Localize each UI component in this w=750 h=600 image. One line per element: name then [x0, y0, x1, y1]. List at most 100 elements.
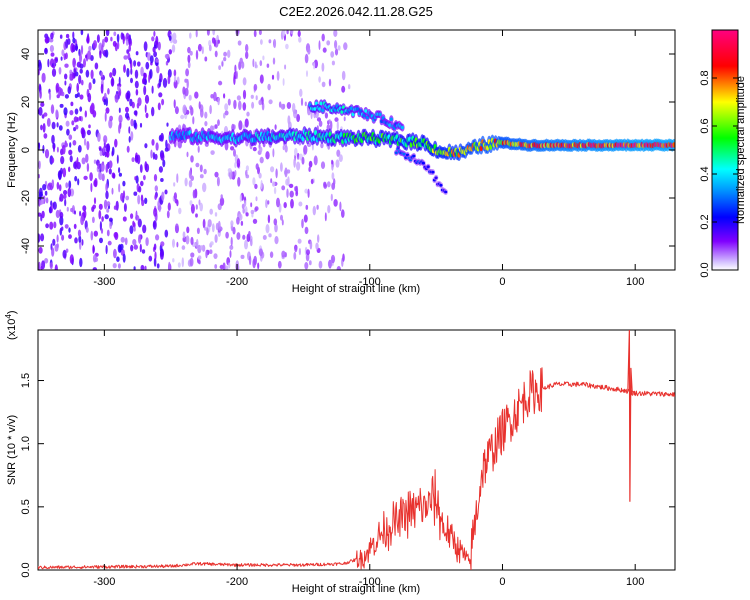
spectrogram-noise-speck [250, 209, 255, 215]
spectrogram-noise-speck [254, 183, 258, 190]
snr-series-line [38, 367, 675, 570]
spectrogram-noise-speck [195, 213, 198, 218]
spectrogram-noise-speck [242, 234, 246, 240]
spectrogram-noise-speck [238, 100, 242, 111]
spectrogram-noise-speck [108, 160, 113, 169]
spectrogram-noise-speck [209, 104, 212, 115]
spectrogram-noise-speck [79, 106, 83, 112]
spectrogram-noise-speck [218, 65, 222, 70]
spectrogram-noise-speck [316, 117, 322, 122]
spectrogram-noise-speck [180, 114, 185, 120]
spectrogram-upper-trace-point [378, 112, 382, 117]
spectrogram-noise-speck [66, 206, 69, 212]
spectrogram-noise-speck [109, 221, 112, 230]
spectrogram-noise-speck [176, 199, 179, 207]
spectrogram-noise-speck [44, 149, 50, 159]
spectrogram-noise-speck [113, 31, 117, 37]
spectrogram-noise-speck [273, 187, 277, 195]
spectrogram-noise-speck [152, 152, 156, 160]
spectrogram-upper-trace-point [389, 117, 393, 122]
spectrogram-noise-speck [316, 204, 319, 210]
spectrogram-noise-speck [81, 239, 84, 246]
spectrogram-noise-speck [255, 196, 258, 202]
spectrogram-upper-trace-point [364, 109, 368, 113]
spectrogram-noise-speck [228, 262, 231, 269]
spectrogram-noise-speck [143, 41, 148, 52]
spectrogram-noise-speck [77, 178, 80, 186]
colorbar-ticks: 0.0 0.2 0.4 0.6 0.8 [699, 70, 738, 278]
spectrogram-noise-speck [289, 190, 294, 198]
spectrogram-noise-speck [80, 30, 84, 36]
y-tick-label: 20 [20, 96, 32, 108]
spectrogram-noise-speck [252, 58, 255, 68]
spectrogram-noise-speck [192, 189, 196, 199]
spectrogram-noise-speck [186, 226, 190, 234]
spectrogram-noise-speck [45, 197, 49, 204]
spectrogram-noise-speck [251, 101, 255, 109]
spectrogram-noise-speck [181, 245, 186, 250]
spectrogram-noise-speck [148, 255, 153, 262]
spectrogram-lower-trace-point [431, 170, 435, 174]
snr-spike [627, 330, 633, 502]
spectrogram-noise-speck [330, 51, 335, 58]
spectrogram-noise-speck [182, 231, 186, 239]
spectrogram-upper-trace-point [313, 107, 317, 111]
spectrogram-noise-speck [153, 243, 157, 251]
spectrogram-noise-speck [112, 263, 117, 269]
spectrogram-noise-speck [53, 221, 57, 229]
spectrogram-noise-speck [153, 174, 158, 182]
spectrogram-noise-speck [195, 162, 200, 168]
spectrogram-noise-speck [73, 116, 78, 123]
spectrogram-noise-speck [39, 90, 42, 99]
spectrogram-noise-speck [204, 56, 208, 62]
spectrogram-noise-speck [76, 82, 79, 93]
spectrogram-noise-speck [320, 161, 326, 169]
spectrogram-noise-speck [286, 30, 289, 35]
spectrogram-noise-speck [45, 223, 49, 229]
spectrogram-noise-speck [321, 62, 325, 72]
spectrogram-noise-speck [271, 181, 276, 187]
spectrogram-noise-speck [145, 163, 150, 173]
spectrogram-noise-speck [64, 94, 69, 99]
spectrogram-noise-speck [318, 40, 321, 51]
spectrogram-noise-speck [153, 44, 157, 49]
spectrogram-noise-speck [64, 80, 67, 86]
spectrogram-noise-speck [173, 192, 177, 201]
spectrogram-noise-speck [327, 260, 333, 268]
spectrogram-noise-speck [333, 199, 338, 207]
colorbar-label: Normalized spectral amplitude [735, 76, 747, 224]
spectrogram-noise-speck [97, 162, 100, 170]
spectrogram-noise-speck [248, 230, 251, 237]
spectrogram-noise-speck [68, 134, 73, 140]
spectrogram-noise-speck [93, 197, 97, 205]
spectrogram-noise-speck [173, 75, 177, 83]
spectrogram-noise-speck [61, 234, 65, 241]
spectrogram-noise-speck [86, 35, 90, 44]
colorbar-tick-label: 0.2 [699, 214, 711, 229]
spectrogram-noise-speck [204, 226, 207, 231]
spectrogram-noise-speck [304, 188, 309, 194]
spectrogram-noise-speck [137, 61, 141, 67]
spectrogram-noise-speck [335, 159, 340, 168]
spectrogram-noise-speck [65, 33, 70, 39]
spectrogram-noise-speck [78, 116, 82, 121]
spectrogram-noise-speck [73, 161, 77, 169]
spectrogram-noise-speck [168, 261, 171, 270]
y-tick-label: -40 [20, 238, 32, 254]
spectrogram-noise-speck [72, 37, 76, 44]
spectrogram-noise-speck [245, 44, 249, 53]
spectrogram-noise-speck [227, 49, 231, 59]
spectrogram-noise-speck [234, 64, 237, 73]
spectrogram-noise-speck [285, 178, 289, 186]
spectrogram-noise-speck [113, 205, 117, 210]
spectrogram-noise-speck [281, 219, 284, 226]
spectrogram-noise-speck [109, 115, 113, 122]
spectrogram-noise-speck [44, 37, 49, 44]
spectrogram-noise-speck [245, 165, 249, 172]
spectrogram-noise-speck [47, 58, 50, 68]
spectrogram-noise-speck [87, 92, 92, 103]
spectrogram-noise-speck [154, 251, 157, 260]
spectrogram-noise-speck [224, 141, 229, 151]
spectrogram-noise-speck [250, 202, 253, 208]
spectrogram-noise-speck [284, 145, 288, 153]
